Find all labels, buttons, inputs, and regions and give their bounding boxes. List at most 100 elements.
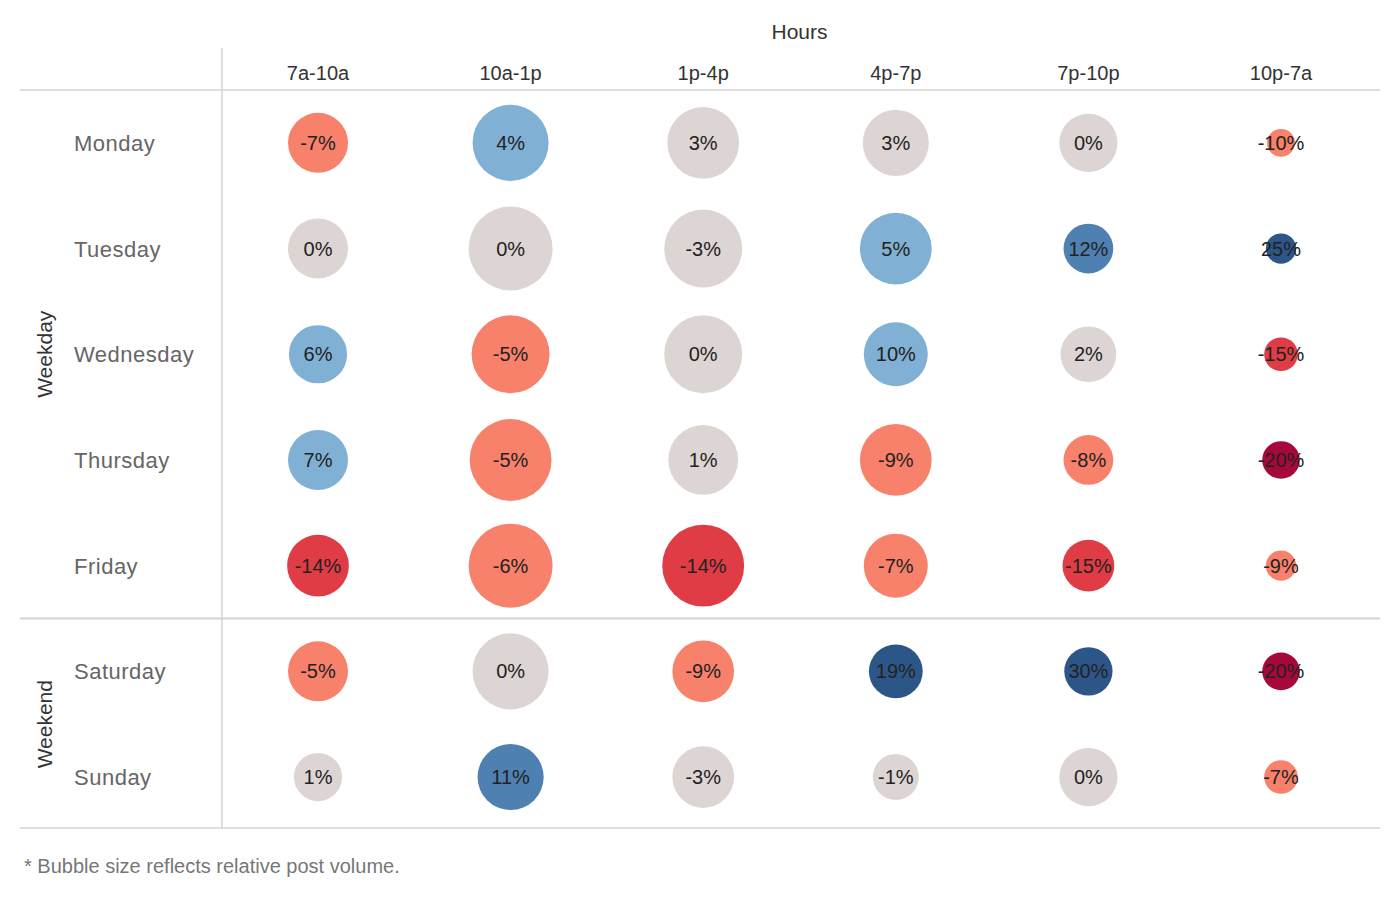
data-label: -3% [685,238,721,260]
bubble [288,641,348,701]
frame-line [221,48,223,828]
group-label: Weekday [33,310,56,398]
data-label: 30% [1068,660,1108,682]
bubble [873,754,919,800]
bubble [863,110,929,176]
bubble [860,424,932,496]
row-label: Tuesday [74,237,161,262]
bubble [473,633,549,709]
data-label: -3% [685,766,721,788]
data-label: 0% [496,238,525,260]
data-label: 4% [496,132,525,154]
data-label: -14% [680,555,727,577]
bubble [288,219,348,279]
column-label: 10a-1p [479,62,541,84]
bubble [1061,326,1117,382]
column-label: 7a-10a [287,62,350,84]
data-label: 0% [304,238,333,260]
data-label: -20% [1258,449,1305,471]
column-label: 4p-7p [870,62,921,84]
data-label: -7% [300,132,336,154]
bubbles [287,105,1300,810]
bubble [1063,540,1115,592]
data-label: -15% [1065,555,1112,577]
data-label: -9% [878,449,914,471]
row-label: Saturday [74,659,166,684]
data-label: -6% [493,555,529,577]
bubble [469,207,553,291]
data-label: -5% [493,449,529,471]
data-label: 0% [689,343,718,365]
data-label: 3% [881,132,910,154]
data-label: 0% [1074,766,1103,788]
data-label: -20% [1258,660,1305,682]
data-labels: -7% 4% 3% 3% 0% -10% 0% 0% -3% 5% 12% 25% 6% -5% 0% 10%… [295,132,1305,788]
frame-line [20,89,1380,91]
bubble [1059,748,1117,806]
data-label: -1% [878,766,914,788]
data-label: 5% [881,238,910,260]
row-label: Sunday [74,765,152,790]
footnote: * Bubble size reflects relative post vol… [24,855,400,877]
data-label: 0% [496,660,525,682]
data-label: -9% [685,660,721,682]
bubble [478,744,544,810]
bubble [470,419,552,501]
bubble [288,430,348,490]
bubble [1064,647,1112,695]
row-label: Thursday [74,448,170,473]
data-label: 6% [304,343,333,365]
data-label: 1% [689,449,718,471]
bubble [1064,435,1114,485]
data-label: 12% [1068,238,1108,260]
bubble [664,210,742,288]
data-label: 19% [876,660,916,682]
data-label: 25% [1261,238,1301,260]
frame-line [20,827,1380,829]
column-label: 7p-10p [1057,62,1119,84]
bubble [662,525,744,607]
data-label: -7% [878,555,914,577]
data-label: -14% [295,555,342,577]
data-label: 1% [304,766,333,788]
bubble [672,746,734,808]
row-label: Friday [74,554,138,579]
row-label: Wednesday [74,342,194,367]
bubble [289,325,347,383]
group-divider [20,618,1380,620]
bubble [473,105,549,181]
data-label: -15% [1258,343,1305,365]
data-label: 0% [1074,132,1103,154]
data-label: -7% [1263,766,1299,788]
group-label: Weekend [33,680,56,768]
data-label: -10% [1258,132,1305,154]
column-label: 10p-7a [1250,62,1313,84]
bubble [472,315,550,393]
bubble [1064,224,1114,274]
bubble [860,213,932,285]
bubble [469,524,553,608]
data-label: -5% [300,660,336,682]
data-label: -5% [493,343,529,365]
bubble [287,535,349,597]
bubble [869,644,923,698]
data-label: -8% [1071,449,1107,471]
row-label: Monday [74,131,155,156]
data-label: 7% [304,449,333,471]
bubble [1059,114,1117,172]
bubble [664,315,742,393]
bubble [668,425,738,495]
data-label: 10% [876,343,916,365]
bubble [294,753,342,801]
bubble [672,640,734,702]
chart: Hours 7a-10a 10a-1p 1p-4p 4p-7p 7p-10p 10p-7a W… [0,0,1400,900]
data-label: -9% [1263,555,1299,577]
axis-title: Hours [771,20,827,43]
bubble [864,534,928,598]
data-label: 2% [1074,343,1103,365]
data-label: 3% [689,132,718,154]
bubble [667,107,739,179]
data-label: 11% [491,766,530,788]
column-label: 1p-4p [678,62,729,84]
bubble [288,113,348,173]
